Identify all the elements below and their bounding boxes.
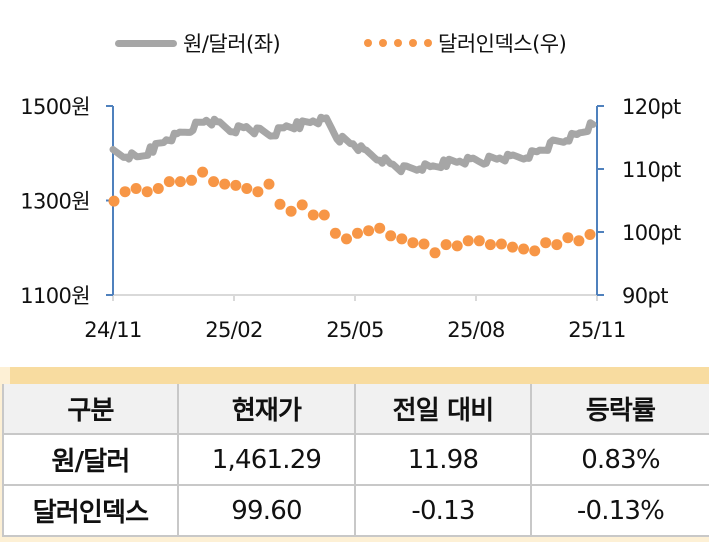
left-tick-label: 1500원 <box>20 95 90 119</box>
x-tick-label: 25/11 <box>568 318 626 342</box>
dollar-index-point <box>584 229 596 240</box>
right-tick-label: 100pt <box>622 221 681 245</box>
dollar-index-point <box>407 237 419 249</box>
dollar-index-point <box>108 195 120 207</box>
dollar-index-point <box>230 179 242 191</box>
dollar-index-point <box>418 238 430 250</box>
dollar-index-point <box>186 174 197 186</box>
dollar-index-point <box>440 239 452 251</box>
legend-dots-swatch-icon <box>364 39 432 47</box>
legend-item-dollar-index: 달러인덱스(우) <box>364 28 567 58</box>
left-tick-label: 1300원 <box>20 190 90 214</box>
dollar-index-point <box>573 235 585 247</box>
dollar-index-point <box>341 233 352 245</box>
dollar-index-point <box>174 176 186 188</box>
dollar-index-point <box>219 178 231 190</box>
header-category: 구분 <box>2 384 179 435</box>
dollar-index-point <box>429 247 441 259</box>
table-top-bar <box>10 367 709 384</box>
row-label-dollar-index: 달러인덱스 <box>2 484 179 537</box>
dual-axis-chart: 24/11 25/02 25/05 25/08 25/11 1500원 1300원 1100… <box>20 95 682 342</box>
table-row: 원/달러 1,461.29 11.98 0.83% <box>2 433 709 486</box>
cell-current-price: 1,461.29 <box>177 433 356 486</box>
dollar-index-point <box>507 241 518 253</box>
cell-change: 11.98 <box>354 433 532 486</box>
header-change: 전일 대비 <box>354 384 532 435</box>
left-tick-label: 1100원 <box>20 284 90 308</box>
table-header-row: 구분 현재가 전일 대비 등락률 <box>2 384 709 435</box>
cell-change-rate: 0.83% <box>530 433 709 486</box>
dollar-index-point <box>197 166 209 178</box>
dollar-index-point <box>208 176 220 188</box>
x-tick-label: 25/05 <box>326 318 384 342</box>
dollar-index-point <box>119 186 131 198</box>
dollar-index-point <box>540 237 552 249</box>
x-axis-ticks: 24/11 25/02 25/05 25/08 25/11 <box>84 295 626 342</box>
dollar-index-point <box>363 225 375 237</box>
dollar-index-point <box>473 235 485 247</box>
legend-label-krw-usd: 원/달러(좌) <box>183 32 281 56</box>
cell-current-price: 99.60 <box>177 484 356 537</box>
dollar-index-point <box>285 205 297 217</box>
dollar-index-point <box>451 240 463 252</box>
legend-line-swatch-icon <box>115 39 177 47</box>
dollar-index-point <box>163 176 175 188</box>
row-label-krw-usd: 원/달러 <box>2 433 179 486</box>
legend-item-krw-usd: 원/달러(좌) <box>115 28 281 58</box>
cell-change: -0.13 <box>354 484 532 537</box>
dollar-index-point <box>263 178 275 190</box>
x-tick-label: 25/02 <box>205 318 263 342</box>
dollar-index-point <box>307 209 319 221</box>
dollar-index-point <box>318 209 330 221</box>
dollar-index-point <box>352 227 363 239</box>
right-tick-label: 120pt <box>622 95 681 119</box>
dollar-index-point <box>241 183 253 194</box>
dollar-index-point <box>329 227 341 239</box>
krw-usd-line <box>109 113 597 176</box>
dollar-index-point <box>274 198 286 210</box>
right-tick-label: 110pt <box>622 158 681 182</box>
dollar-index-point <box>495 238 507 250</box>
chart-legend: 원/달러(좌) 달러인덱스(우) <box>0 28 709 58</box>
x-tick-label: 24/11 <box>84 318 142 342</box>
header-change-rate: 등락률 <box>530 384 709 435</box>
left-y-axis-ticks: 1500원 1300원 1100원 <box>20 95 113 308</box>
quote-table: 구분 현재가 전일 대비 등락률 원/달러 1,461.29 11.98 0.8… <box>2 384 709 537</box>
dollar-index-point <box>462 235 474 247</box>
dollar-index-point <box>551 239 563 251</box>
quote-table-container: 구분 현재가 전일 대비 등락률 원/달러 1,461.29 11.98 0.8… <box>0 367 709 542</box>
dollar-index-dots <box>108 166 596 259</box>
dollar-index-point <box>152 183 164 194</box>
dollar-index-point <box>385 230 397 242</box>
dollar-index-point <box>296 199 308 211</box>
dollar-index-point <box>252 186 264 198</box>
dollar-index-point <box>141 186 153 198</box>
cell-change-rate: -0.13% <box>530 484 709 537</box>
x-tick-label: 25/08 <box>447 318 505 342</box>
dollar-index-point <box>484 239 496 251</box>
dollar-index-point <box>130 183 142 194</box>
right-tick-label: 90pt <box>622 284 668 308</box>
right-y-axis-ticks: 120pt 110pt 100pt 90pt <box>597 95 682 308</box>
dollar-index-point <box>396 233 408 245</box>
dollar-index-point <box>562 232 574 244</box>
dollar-index-point <box>518 243 530 255</box>
dollar-index-point <box>374 222 386 234</box>
table-row: 달러인덱스 99.60 -0.13 -0.13% <box>2 484 709 537</box>
header-current-price: 현재가 <box>177 384 356 435</box>
dollar-index-point <box>529 245 541 257</box>
legend-label-dollar-index: 달러인덱스(우) <box>438 32 567 56</box>
